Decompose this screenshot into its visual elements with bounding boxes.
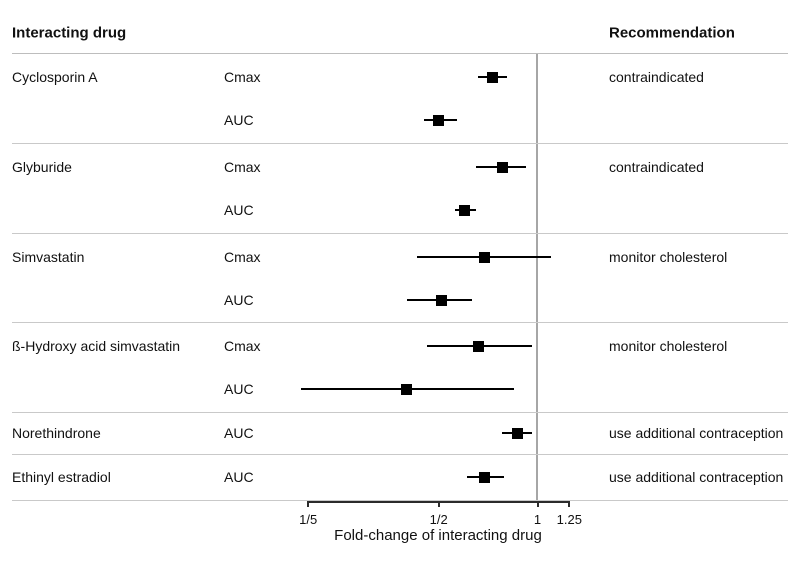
group-separator bbox=[12, 233, 788, 234]
recommendation-label: monitor cholesterol bbox=[609, 338, 728, 354]
drug-label: Cyclosporin A bbox=[12, 69, 98, 85]
x-tick-label: 1/5 bbox=[299, 512, 318, 527]
recommendation-label: contraindicated bbox=[609, 159, 704, 175]
point-marker bbox=[487, 71, 499, 83]
drug-label: ß-Hydroxy acid simvastatin bbox=[12, 338, 181, 354]
column-header-recommendation: Recommendation bbox=[609, 24, 735, 42]
x-tick bbox=[568, 501, 571, 507]
x-tick bbox=[437, 501, 440, 507]
drug-label: Glyburide bbox=[12, 159, 72, 175]
group-separator bbox=[12, 322, 788, 323]
point-marker bbox=[496, 161, 508, 173]
measure-label: AUC bbox=[224, 202, 254, 218]
point-marker bbox=[479, 251, 491, 263]
measure-label: Cmax bbox=[224, 338, 261, 354]
group-separator bbox=[12, 500, 788, 501]
point-marker bbox=[459, 204, 471, 216]
measure-label: Cmax bbox=[224, 249, 261, 265]
recommendation-label: use additional contraception bbox=[609, 425, 784, 441]
point-marker bbox=[401, 383, 413, 395]
group-separator bbox=[12, 454, 788, 455]
x-axis-title: Fold-change of interacting drug bbox=[334, 527, 542, 544]
measure-label: AUC bbox=[224, 112, 254, 128]
x-tick-label: 1/2 bbox=[429, 512, 448, 527]
reference-line-at-1 bbox=[536, 54, 538, 501]
x-tick-label: 1 bbox=[533, 512, 542, 527]
point-marker bbox=[433, 114, 445, 126]
measure-label: AUC bbox=[224, 292, 254, 308]
point-marker bbox=[436, 294, 448, 306]
point-marker bbox=[512, 427, 524, 439]
measure-label: AUC bbox=[224, 469, 254, 485]
group-separator bbox=[12, 143, 788, 144]
group-separator bbox=[12, 412, 788, 413]
point-marker bbox=[479, 471, 491, 483]
x-tick bbox=[536, 501, 539, 507]
drug-label: Ethinyl estradiol bbox=[12, 469, 111, 485]
recommendation-label: use additional contraception bbox=[609, 469, 784, 485]
measure-label: Cmax bbox=[224, 69, 261, 85]
column-header-interacting-drug: Interacting drug bbox=[12, 24, 127, 42]
recommendation-label: monitor cholesterol bbox=[609, 249, 728, 265]
x-tick-label: 1.25 bbox=[556, 512, 582, 527]
header-separator bbox=[12, 53, 788, 54]
drug-label: Norethindrone bbox=[12, 425, 101, 441]
measure-label: Cmax bbox=[224, 159, 261, 175]
drug-label: Simvastatin bbox=[12, 249, 85, 265]
x-tick bbox=[307, 501, 310, 507]
point-marker bbox=[472, 340, 484, 352]
measure-label: AUC bbox=[224, 425, 254, 441]
recommendation-label: contraindicated bbox=[609, 69, 704, 85]
measure-label: AUC bbox=[224, 381, 254, 397]
